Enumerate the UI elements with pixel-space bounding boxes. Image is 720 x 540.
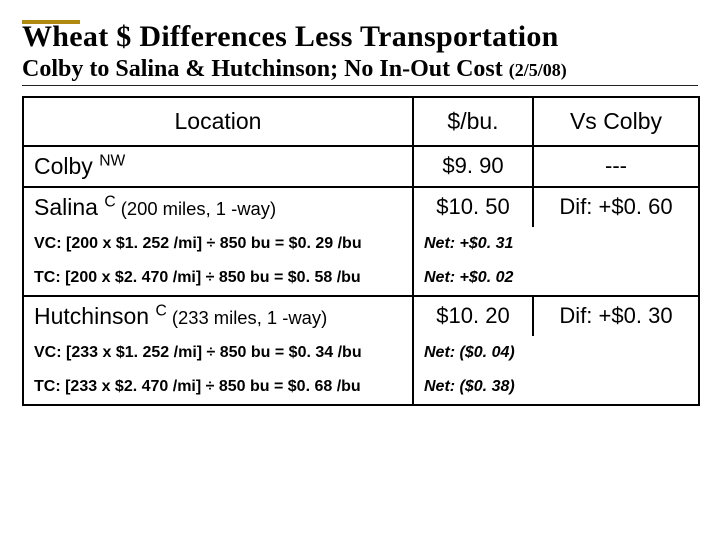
cell-salina-location: Salina C (200 miles, 1 -way) <box>23 187 413 227</box>
cell-salina-vc: VC: [200 x $1. 252 /mi] ÷ 850 bu = $0. 2… <box>23 227 413 261</box>
hutch-sup: C <box>155 302 166 319</box>
row-hutch-vc: VC: [233 x $1. 252 /mi] ÷ 850 bu = $0. 3… <box>23 336 699 370</box>
colby-sup: NW <box>99 152 125 169</box>
row-hutch: Hutchinson C (233 miles, 1 -way) $10. 20… <box>23 296 699 336</box>
header-location: Location <box>23 97 413 146</box>
cell-salina-vc-net: Net: +$0. 31 <box>413 227 699 261</box>
cell-hutch-vs: Dif: +$0. 30 <box>533 296 699 336</box>
cell-hutch-vc: VC: [233 x $1. 252 /mi] ÷ 850 bu = $0. 3… <box>23 336 413 370</box>
salina-sup: C <box>104 193 115 210</box>
cell-colby-perbu: $9. 90 <box>413 146 533 187</box>
subtitle-date: (2/5/08) <box>509 60 567 80</box>
salina-tail: (200 miles, 1 -way) <box>116 198 276 219</box>
cell-salina-vs: Dif: +$0. 60 <box>533 187 699 227</box>
header-vs: Vs Colby <box>533 97 699 146</box>
row-salina-tc: TC: [200 x $2. 470 /mi] ÷ 850 bu = $0. 5… <box>23 261 699 296</box>
cell-hutch-vc-net: Net: ($0. 04) <box>413 336 699 370</box>
salina-name: Salina <box>34 194 104 220</box>
data-table: Location $/bu. Vs Colby Colby NW $9. 90 … <box>22 96 700 406</box>
slide-subtitle: Colby to Salina & Hutchinson; No In-Out … <box>22 56 698 83</box>
hutch-tail: (233 miles, 1 -way) <box>167 307 327 328</box>
slide-title: Wheat $ Differences Less Transportation <box>22 20 698 54</box>
row-salina-vc: VC: [200 x $1. 252 /mi] ÷ 850 bu = $0. 2… <box>23 227 699 261</box>
title-underline <box>22 85 698 86</box>
cell-salina-tc: TC: [200 x $2. 470 /mi] ÷ 850 bu = $0. 5… <box>23 261 413 296</box>
colby-name: Colby <box>34 153 99 179</box>
cell-hutch-tc: TC: [233 x $2. 470 /mi] ÷ 850 bu = $0. 6… <box>23 370 413 405</box>
row-colby: Colby NW $9. 90 --- <box>23 146 699 187</box>
cell-hutch-perbu: $10. 20 <box>413 296 533 336</box>
cell-hutch-location: Hutchinson C (233 miles, 1 -way) <box>23 296 413 336</box>
cell-hutch-tc-net: Net: ($0. 38) <box>413 370 699 405</box>
row-hutch-tc: TC: [233 x $2. 470 /mi] ÷ 850 bu = $0. 6… <box>23 370 699 405</box>
slide: Wheat $ Differences Less Transportation … <box>0 0 720 422</box>
subtitle-main: Colby to Salina & Hutchinson; No In-Out … <box>22 56 509 82</box>
cell-colby-vs: --- <box>533 146 699 187</box>
cell-salina-tc-net: Net: +$0. 02 <box>413 261 699 296</box>
table-header-row: Location $/bu. Vs Colby <box>23 97 699 146</box>
cell-salina-perbu: $10. 50 <box>413 187 533 227</box>
hutch-name: Hutchinson <box>34 303 155 329</box>
cell-colby-location: Colby NW <box>23 146 413 187</box>
row-salina: Salina C (200 miles, 1 -way) $10. 50 Dif… <box>23 187 699 227</box>
header-perbu: $/bu. <box>413 97 533 146</box>
